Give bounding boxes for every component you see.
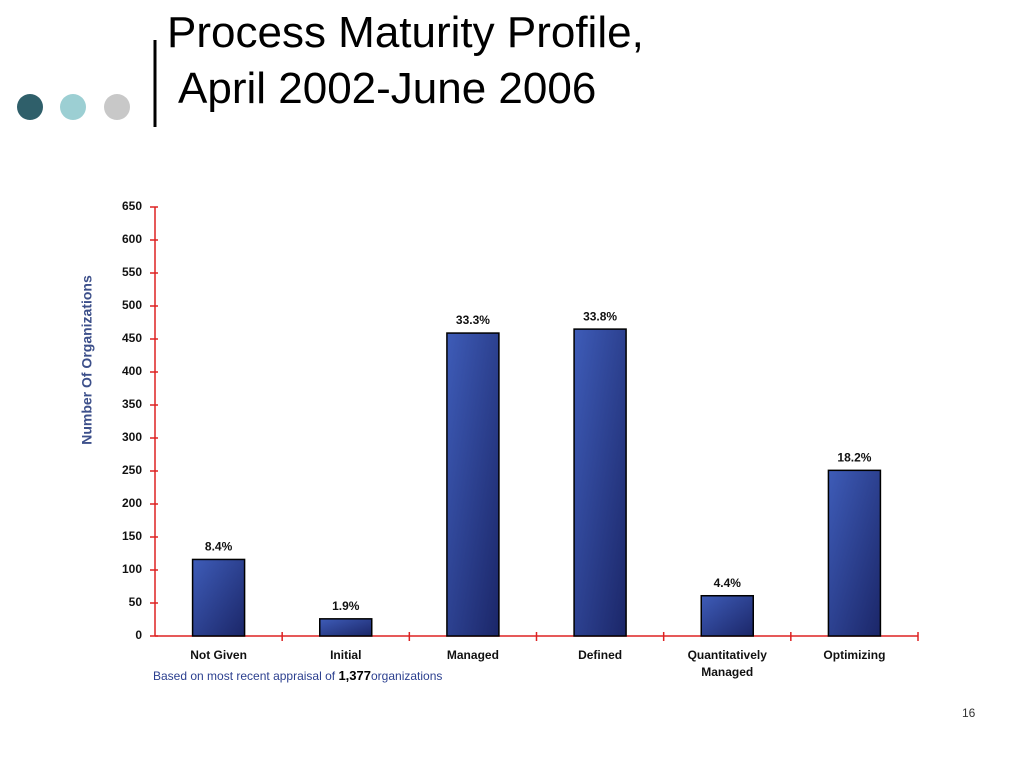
- decor-dot: [17, 94, 43, 120]
- footnote-text: organizations: [371, 669, 443, 683]
- x-tick-label: Optimizing: [823, 648, 886, 662]
- bar: [319, 618, 373, 637]
- footnote-count: 1,377: [338, 668, 371, 683]
- y-tick-label: 200: [122, 496, 142, 510]
- y-tick-label: 550: [122, 265, 142, 279]
- y-tick-label: 350: [122, 397, 142, 411]
- bar: [446, 332, 500, 637]
- title: Process Maturity Profile,: [167, 8, 644, 57]
- y-axis-label: Number Of Organizations: [79, 275, 95, 445]
- bar-label: 8.4%: [205, 540, 233, 554]
- decor-dot: [60, 94, 86, 120]
- y-tick-label: 100: [122, 562, 142, 576]
- y-tick-label: 600: [122, 232, 142, 246]
- y-tick-label: 150: [122, 529, 142, 543]
- decor-dot: [104, 94, 130, 120]
- y-tick-label: 250: [122, 463, 142, 477]
- y-tick-label: 50: [129, 595, 143, 609]
- y-tick-label: 400: [122, 364, 142, 378]
- x-tick-label: Defined: [578, 648, 623, 662]
- bar-label: 33.3%: [456, 313, 490, 327]
- y-tick-label: 650: [122, 199, 142, 213]
- y-tick-label: 450: [122, 331, 142, 345]
- footnote: Based on most recent appraisal of 1,377o…: [153, 668, 442, 683]
- bar-label: 1.9%: [332, 599, 360, 613]
- page-number: 16: [962, 706, 976, 720]
- bar-label: 4.4%: [714, 576, 742, 590]
- y-tick-label: 300: [122, 430, 142, 444]
- bar: [191, 558, 246, 637]
- subtitle: April 2002-June 2006: [178, 64, 597, 113]
- x-tick-label: Not Given: [190, 648, 247, 662]
- y-tick-label: 500: [122, 298, 142, 312]
- bar: [827, 469, 882, 637]
- x-tick-label: Quantitatively Managed: [687, 648, 767, 679]
- bar: [700, 594, 754, 637]
- bar-label: 18.2%: [837, 451, 871, 465]
- footnote-text: Based on most recent appraisal of: [153, 669, 336, 683]
- y-tick-label: 0: [135, 628, 142, 642]
- bar: [573, 328, 627, 637]
- x-tick-label: Managed: [446, 648, 499, 662]
- x-tick-label: Initial: [330, 648, 362, 662]
- bar-label: 33.8%: [583, 309, 617, 323]
